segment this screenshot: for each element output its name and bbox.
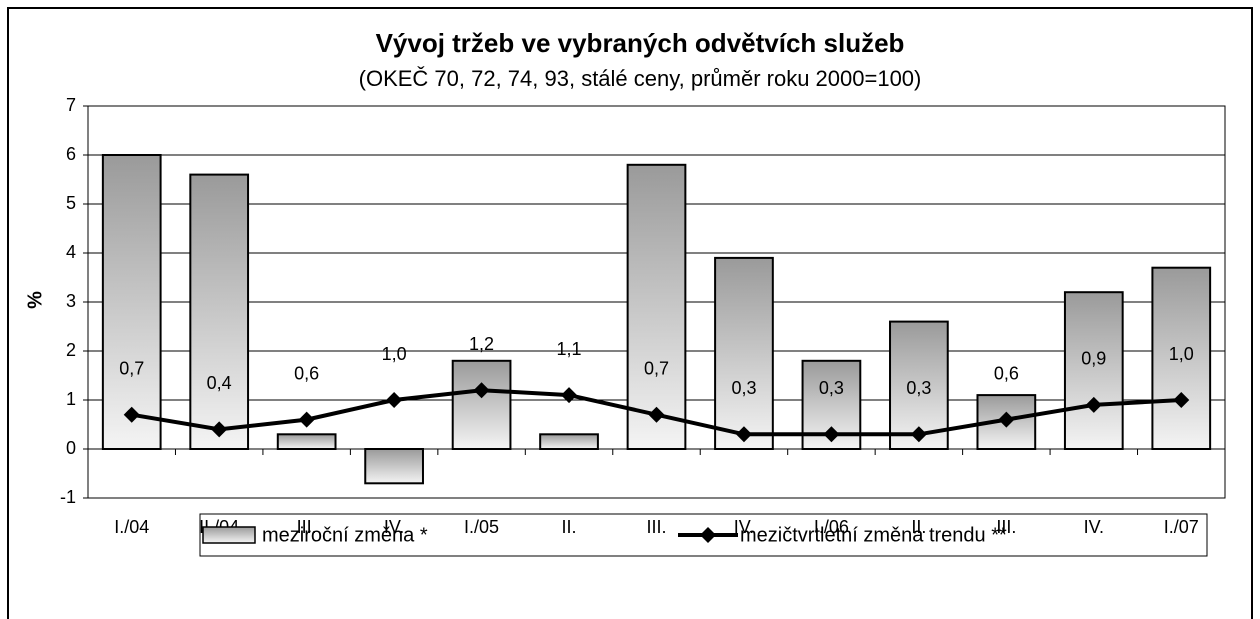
trend-marker	[473, 382, 490, 399]
trend-marker	[910, 426, 927, 443]
x-tick-label: I./05	[464, 517, 499, 537]
data-label: 1,1	[557, 339, 582, 359]
chart-title: Vývoj tržeb ve vybraných odvětvích služe…	[376, 28, 905, 58]
trend-marker	[1085, 396, 1102, 413]
data-label: 0,3	[906, 378, 931, 398]
legend	[199, 513, 1208, 557]
trend-marker	[998, 411, 1015, 428]
x-tick-label: IV.	[384, 517, 404, 537]
data-label: 0,3	[731, 378, 756, 398]
legend-swatch-bar	[202, 526, 256, 544]
legend-label: mezičtvrtletní změna trendu **	[740, 524, 1007, 546]
trend-marker	[648, 406, 665, 423]
x-tick-label: I./04	[114, 517, 149, 537]
data-label: 0,6	[294, 363, 319, 383]
trend-marker	[735, 426, 752, 443]
bar	[101, 154, 162, 450]
data-label: 1,0	[1169, 344, 1194, 364]
data-label: 0,4	[207, 373, 232, 393]
data-label: 0,7	[119, 358, 144, 378]
bar	[626, 163, 687, 451]
x-tick-label: IV.	[1084, 517, 1104, 537]
x-tick-label: I./06	[814, 517, 849, 537]
bar	[276, 433, 337, 450]
x-tick-label: II.	[911, 517, 926, 537]
x-tick-label: I./07	[1164, 517, 1199, 537]
data-label: 0,7	[644, 358, 669, 378]
trend-marker	[211, 421, 228, 438]
y-tick-label: 1	[66, 389, 76, 409]
bar	[451, 359, 512, 450]
trend-marker	[561, 387, 578, 404]
trend-marker	[823, 426, 840, 443]
data-label: 0,3	[819, 378, 844, 398]
x-tick-label: III.	[996, 517, 1016, 537]
y-tick-label: 7	[66, 95, 76, 115]
frame	[7, 7, 1253, 619]
trend-marker	[298, 411, 315, 428]
x-tick-label: IV.	[734, 517, 754, 537]
data-label: 0,9	[1081, 349, 1106, 369]
bar	[539, 433, 599, 450]
x-tick-label: II.	[562, 517, 577, 537]
y-tick-label: 3	[66, 291, 76, 311]
data-label: 1,0	[382, 344, 407, 364]
trend-marker	[386, 392, 403, 408]
y-tick-label: 6	[66, 144, 76, 164]
trend-marker	[1173, 392, 1190, 408]
legend-label: meziroční změna *	[262, 524, 428, 546]
bar	[1151, 266, 1212, 451]
y-tick-label: -1	[60, 487, 76, 507]
legend-swatch-marker	[700, 527, 716, 543]
x-tick-label: III.	[297, 517, 317, 537]
data-label: 0,6	[994, 363, 1019, 383]
bar	[364, 448, 424, 485]
chart-subtitle: (OKEČ 70, 72, 74, 93, stálé ceny, průměr…	[359, 66, 922, 91]
bar	[189, 173, 250, 450]
data-label: 1,2	[469, 334, 494, 354]
y-tick-label: 2	[66, 340, 76, 360]
trend-marker	[123, 406, 140, 423]
x-tick-label: III.	[646, 517, 666, 537]
plot-area	[87, 105, 1226, 499]
y-axis-label: %	[24, 291, 46, 309]
bar	[1063, 291, 1124, 451]
bar	[714, 256, 774, 450]
y-tick-label: 5	[66, 193, 76, 213]
y-tick-label: 4	[66, 242, 76, 262]
y-tick-label: 0	[66, 438, 76, 458]
